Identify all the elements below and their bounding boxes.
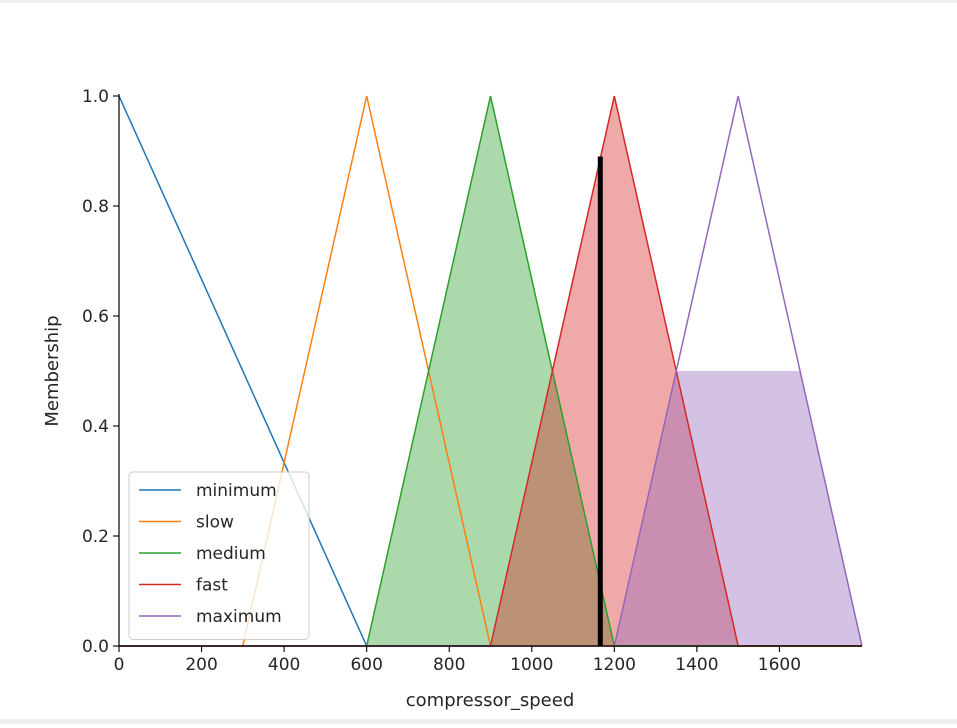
legend-label-medium: medium bbox=[196, 544, 266, 564]
y-tick-label: 0.4 bbox=[82, 417, 109, 437]
legend-label-minimum: minimum bbox=[196, 481, 277, 501]
legend-label-fast: fast bbox=[196, 576, 228, 596]
legend-box bbox=[128, 471, 310, 640]
bottom-border bbox=[0, 719, 957, 724]
top-border bbox=[0, 0, 957, 3]
x-tick-label: 0 bbox=[114, 655, 125, 675]
legend-label-maximum: maximum bbox=[196, 607, 282, 627]
y-tick-label: 0.6 bbox=[82, 307, 109, 327]
x-tick-label: 1200 bbox=[593, 655, 636, 675]
y-tick-label: 0.0 bbox=[82, 637, 109, 657]
legend: minimum slow medium fast maximum bbox=[128, 471, 310, 640]
x-tick-label: 600 bbox=[350, 655, 382, 675]
x-tick-label: 400 bbox=[268, 655, 300, 675]
legend-label-slow: slow bbox=[196, 513, 234, 533]
x-tick-label: 1600 bbox=[758, 655, 801, 675]
x-tick-label: 1400 bbox=[675, 655, 718, 675]
activation-area-medium bbox=[366, 96, 615, 646]
x-ticks: 0 200 400 600 800 1000 1200 1400 1600 bbox=[114, 646, 801, 675]
activation-area-fast bbox=[490, 96, 739, 646]
y-tick-label: 0.2 bbox=[82, 527, 109, 547]
y-axis-label: Membership bbox=[42, 315, 63, 426]
x-tick-label: 1000 bbox=[510, 655, 553, 675]
activation-area-maximum bbox=[614, 371, 862, 646]
y-tick-label: 0.8 bbox=[82, 197, 109, 217]
axes bbox=[118, 94, 862, 647]
x-tick-label: 800 bbox=[433, 655, 465, 675]
activation-fills bbox=[366, 96, 862, 646]
y-ticks: 0.0 0.2 0.4 0.6 0.8 1.0 bbox=[82, 87, 119, 657]
x-tick-label: 200 bbox=[185, 655, 217, 675]
x-axis-label: compressor_speed bbox=[406, 690, 575, 711]
y-tick-label: 1.0 bbox=[82, 87, 109, 107]
